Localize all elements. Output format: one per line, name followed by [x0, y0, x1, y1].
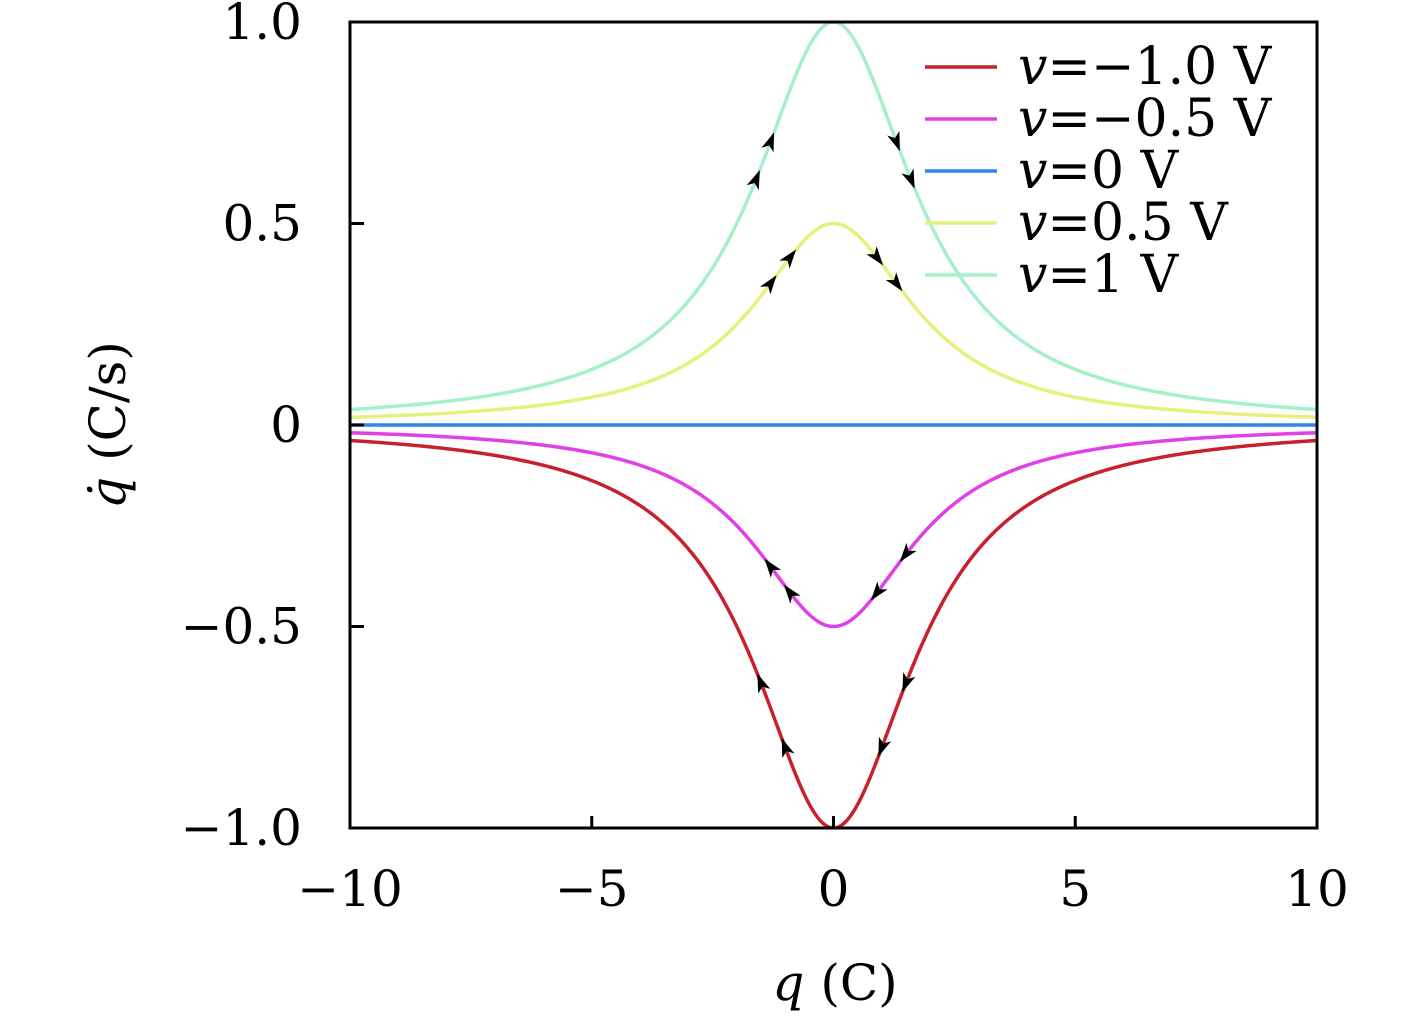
flow-arrow-7	[885, 272, 903, 292]
y-axis-label: q̇ (C/s)	[79, 341, 137, 509]
x-tick-label: 0	[818, 860, 850, 918]
y-tick-label: 1.0	[222, 0, 302, 51]
series-layer	[350, 22, 1317, 828]
flow-arrow-14	[878, 736, 892, 757]
series-line-1	[350, 431, 1317, 629]
x-tick-label: −5	[555, 860, 629, 918]
legend-entry-1: v=−0.5 V	[1018, 89, 1273, 149]
flow-arrow-3	[901, 168, 915, 189]
flow-arrow-8	[764, 558, 782, 578]
y-tick-label: −0.5	[181, 598, 302, 656]
x-tick-label: −10	[297, 860, 403, 918]
flow-arrow-13	[781, 738, 795, 759]
arrow-layer	[746, 130, 917, 759]
series-line-3	[350, 221, 1317, 419]
flow-arrow-4	[779, 249, 797, 269]
y-tick-label: 0	[270, 396, 302, 454]
flow-arrow-1	[746, 170, 760, 191]
flow-arrow-2	[887, 130, 900, 152]
flow-arrow-10	[870, 581, 888, 601]
legend-entry-3: v=0.5 V	[1018, 193, 1229, 253]
flow-arrow-0	[761, 132, 775, 153]
tick-layer: −10 −5 0 5 10 −1.0 −0.5 0 0.5 1.0	[181, 0, 1349, 918]
series-line-4	[350, 22, 1317, 412]
y-tick-label: 0.5	[222, 195, 302, 253]
x-tick-label: 5	[1059, 860, 1091, 918]
legend: v=−1.0 Vv=−0.5 Vv=0 Vv=0.5 Vv=1 V	[925, 37, 1273, 305]
y-tick-label: −1.0	[181, 799, 302, 857]
legend-entry-2: v=0 V	[1018, 141, 1180, 201]
x-tick-label: 10	[1285, 860, 1349, 918]
flow-arrow-6	[866, 246, 884, 266]
legend-entry-4: v=1 V	[1018, 245, 1180, 305]
flow-arrow-9	[783, 584, 801, 604]
flow-arrow-12	[757, 673, 771, 694]
legend-entry-0: v=−1.0 V	[1018, 37, 1273, 97]
x-axis-label: q (C)	[772, 954, 897, 1012]
series-line-0	[350, 438, 1317, 828]
flow-arrow-15	[902, 672, 916, 693]
flow-arrow-5	[760, 275, 777, 295]
flow-arrow-11	[899, 542, 917, 562]
